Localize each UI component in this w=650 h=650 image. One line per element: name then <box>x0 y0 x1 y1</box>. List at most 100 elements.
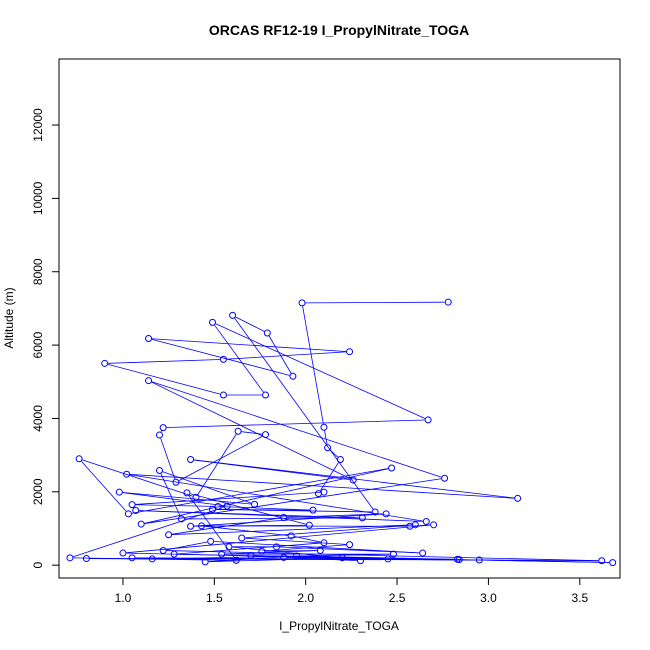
y-axis: 0 2000 4000 6000 8000 10000 12000 <box>31 108 60 569</box>
y-tick-label: 4000 <box>31 405 45 432</box>
y-tick-label: 0 <box>31 562 45 569</box>
data-point <box>349 476 357 484</box>
data-point <box>272 543 280 551</box>
data-point <box>475 556 483 564</box>
data-point <box>422 518 430 526</box>
data-point <box>320 488 328 496</box>
data-point <box>208 318 216 326</box>
series-segment <box>232 546 339 558</box>
data-point <box>218 550 226 558</box>
y-axis-label: Altitude (m) <box>2 287 16 348</box>
series-segment <box>214 324 264 393</box>
y-tick-label: 12000 <box>31 108 45 142</box>
data-point <box>192 493 200 501</box>
data-point <box>371 508 379 516</box>
data-point <box>187 456 195 464</box>
data-point <box>208 505 216 513</box>
data-point <box>430 521 438 529</box>
data-point <box>358 514 366 522</box>
series-segment <box>108 359 220 364</box>
data-point <box>123 470 131 478</box>
data-point <box>406 522 414 530</box>
x-tick-label: 1.0 <box>115 591 132 605</box>
series-segment <box>245 524 412 539</box>
data-point <box>609 559 617 567</box>
data-point <box>346 348 354 356</box>
data-point <box>384 555 392 563</box>
data-point <box>172 478 180 486</box>
data-point <box>201 558 209 566</box>
series-segment <box>287 557 385 560</box>
x-tick-label: 2.0 <box>297 591 314 605</box>
data-point <box>357 557 365 565</box>
data-point <box>156 431 164 439</box>
data-point <box>207 537 215 545</box>
data-point <box>219 355 227 363</box>
series-segment <box>215 323 426 419</box>
series-segment <box>214 541 420 554</box>
data-point <box>389 550 397 558</box>
data-point <box>455 556 463 564</box>
series-segment <box>135 492 321 505</box>
data-point <box>82 555 90 563</box>
series-segment <box>166 550 599 562</box>
data-point <box>165 531 173 539</box>
data-point <box>119 549 127 557</box>
series-segment <box>221 506 310 511</box>
x-axis: 1.0 1.5 2.0 2.5 3.0 3.5 <box>115 577 588 605</box>
series-segment <box>130 474 515 499</box>
series-segment <box>89 558 456 561</box>
data-point <box>441 474 449 482</box>
data-point <box>219 391 227 399</box>
data-point <box>145 377 153 385</box>
data-point <box>324 444 332 452</box>
data-point <box>156 467 164 475</box>
data-point <box>280 513 288 521</box>
series-segment <box>305 301 445 304</box>
data-point <box>132 507 140 515</box>
series-segment <box>194 513 383 527</box>
data-point <box>320 423 328 431</box>
data-point <box>148 555 156 563</box>
x-tick-label: 3.5 <box>571 591 588 605</box>
x-tick-label: 1.5 <box>206 591 223 605</box>
data-point <box>124 510 132 518</box>
data-point <box>293 552 301 560</box>
data-point <box>229 311 237 319</box>
data-point <box>261 431 269 439</box>
data-point <box>187 522 195 530</box>
series-segment <box>152 338 347 352</box>
x-axis-label: I_PropylNitrate_TOGA <box>279 619 399 633</box>
data-series <box>66 298 617 567</box>
series-segment <box>151 381 351 479</box>
series-segment <box>215 509 372 513</box>
series-segment <box>177 542 321 555</box>
data-point <box>225 543 233 551</box>
x-tick-label: 2.5 <box>389 591 406 605</box>
data-point <box>316 546 324 554</box>
series-segment <box>160 473 181 516</box>
data-point <box>514 494 522 502</box>
data-point <box>66 554 74 562</box>
data-point <box>170 550 178 558</box>
data-point <box>261 391 269 399</box>
series-segment <box>160 438 176 480</box>
data-point <box>258 547 266 555</box>
data-point <box>305 521 313 529</box>
series-segment <box>245 537 347 545</box>
series-segment <box>184 517 359 520</box>
series-segment <box>151 381 442 478</box>
data-point <box>338 554 346 562</box>
data-point <box>251 500 259 508</box>
series-segment <box>82 459 193 497</box>
data-point <box>247 552 255 560</box>
series-segment <box>73 506 224 558</box>
data-point <box>183 489 191 497</box>
plot-frame <box>58 58 621 579</box>
data-point <box>320 539 328 547</box>
series-segment <box>235 316 265 332</box>
series-segment <box>122 492 224 507</box>
series-segment <box>144 478 442 524</box>
y-tick-label: 8000 <box>31 258 45 285</box>
data-point <box>177 515 185 523</box>
